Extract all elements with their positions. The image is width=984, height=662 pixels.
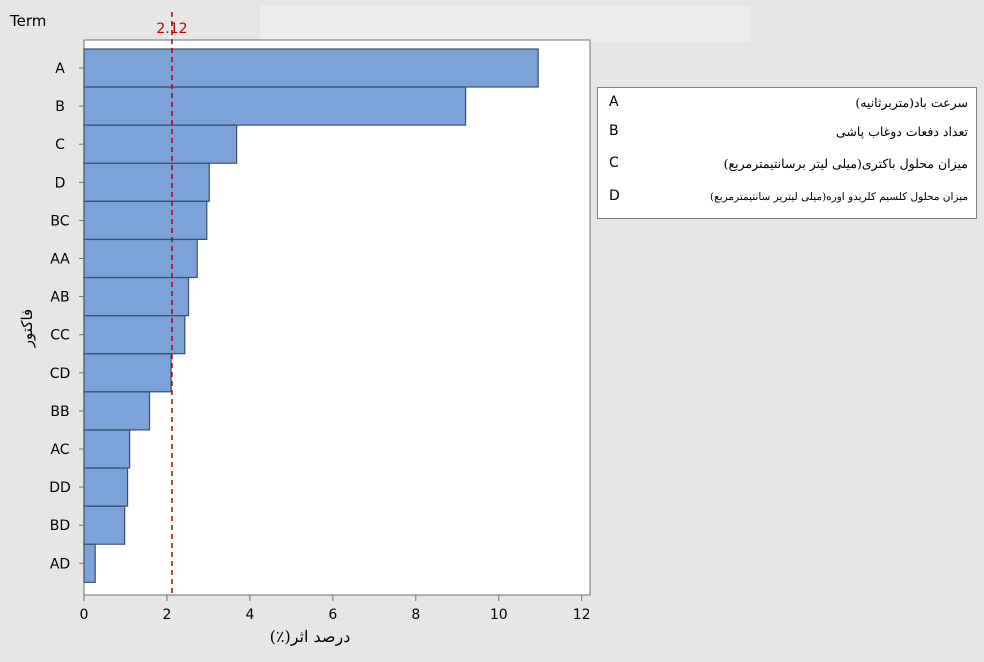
- legend-item-a: A سرعت باد(متربرثانیه): [598, 90, 976, 120]
- y-tick-label: B: [55, 99, 65, 115]
- x-tick-label: 4: [245, 607, 254, 623]
- legend-description: تعداد دفعات دوغاب پاشی: [836, 124, 968, 139]
- y-tick-label: AA: [50, 252, 70, 268]
- y-tick-label: AB: [50, 290, 69, 306]
- y-tick-label: D: [55, 175, 66, 191]
- y-tick-label: DD: [49, 480, 71, 496]
- bar-ac: [84, 430, 130, 468]
- legend-key: B: [609, 123, 619, 139]
- term-legend: A سرعت باد(متربرثانیه) B تعداد دفعات دوغ…: [597, 87, 977, 219]
- legend-item-d: D میزان محلول کلسیم کلریدو اوره(میلی لیت…: [598, 184, 976, 214]
- header-strip: [260, 6, 750, 42]
- y-tick-label: CC: [50, 328, 70, 344]
- x-axis-label: درصد اثر(٪): [270, 627, 351, 646]
- reference-line-label: 2.12: [156, 21, 187, 37]
- legend-description: میزان محلول باکتری(میلی لیتر برسانتیمترم…: [724, 156, 968, 171]
- bar-a: [84, 49, 538, 87]
- y-tick-label: A: [55, 61, 65, 77]
- x-tick-label: 8: [411, 607, 420, 623]
- legend-key: A: [609, 94, 619, 110]
- bar-cc: [84, 316, 185, 354]
- bar-cd: [84, 354, 171, 392]
- legend-key: C: [609, 155, 619, 171]
- legend-description: میزان محلول کلسیم کلریدو اوره(میلی لیتری…: [710, 191, 968, 203]
- bar-ab: [84, 278, 189, 316]
- legend-item-b: B تعداد دفعات دوغاب پاشی: [598, 119, 976, 149]
- bar-aa: [84, 240, 197, 278]
- x-tick-label: 0: [80, 607, 89, 623]
- y-tick-label: AC: [50, 442, 69, 458]
- x-tick-label: 2: [162, 607, 171, 623]
- y-tick-label: BC: [50, 213, 69, 229]
- y-axis-top-label: Term: [9, 12, 46, 30]
- bar-c: [84, 125, 237, 163]
- x-tick-label: 12: [573, 607, 591, 623]
- y-tick-label: AD: [50, 556, 70, 572]
- legend-key: D: [609, 188, 620, 204]
- y-tick-label: BD: [50, 518, 70, 534]
- bar-bc: [84, 201, 207, 239]
- x-tick-label: 6: [328, 607, 337, 623]
- bar-d: [84, 163, 209, 201]
- x-tick-label: 10: [490, 607, 508, 623]
- y-tick-label: CD: [50, 366, 71, 382]
- bar-dd: [84, 468, 128, 506]
- legend-item-c: C میزان محلول باکتری(میلی لیتر برسانتیمت…: [598, 151, 976, 181]
- bar-ad: [84, 544, 95, 582]
- y-tick-label: BB: [50, 404, 69, 420]
- bar-bd: [84, 506, 125, 544]
- bar-b: [84, 87, 466, 125]
- bar-bb: [84, 392, 150, 430]
- y-axis-label: فاکتور: [18, 309, 36, 348]
- legend-description: سرعت باد(متربرثانیه): [855, 95, 968, 110]
- y-tick-label: C: [55, 137, 65, 153]
